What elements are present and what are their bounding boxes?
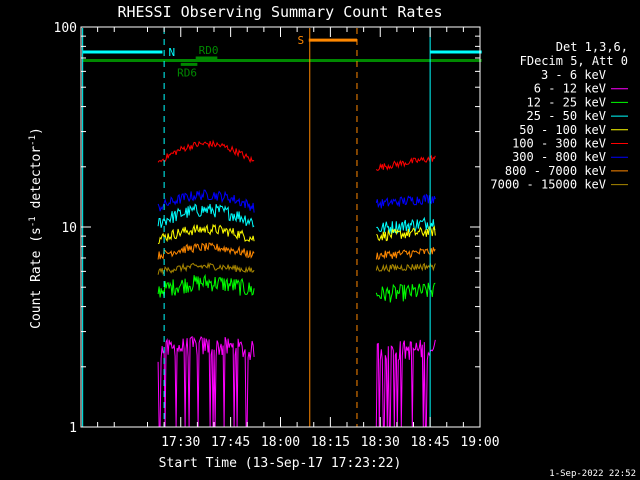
y-axis-label-sup2: -1 bbox=[28, 135, 38, 146]
x-tick-label: 18:15 bbox=[311, 435, 350, 450]
x-tick-label: 18:00 bbox=[261, 435, 300, 450]
series-line-100-300kev bbox=[157, 139, 436, 171]
legend-label: 800 - 7000 keV bbox=[505, 164, 606, 178]
legend-header-2: FDecim 5, Att 0 bbox=[520, 54, 628, 68]
x-tick-label: 18:45 bbox=[411, 435, 450, 450]
series-line-6-12kev bbox=[157, 335, 436, 428]
series-line-3-6kev bbox=[157, 299, 436, 322]
series-line-50-100kev bbox=[157, 223, 436, 245]
x-tick-label: 17:30 bbox=[161, 435, 200, 450]
legend-label: 3 - 6 keV bbox=[541, 68, 606, 82]
series-line-25-50kev bbox=[157, 203, 436, 234]
y-tick-label: 10 bbox=[61, 221, 77, 236]
series-line-800-7000kev bbox=[157, 242, 436, 260]
data-layer bbox=[157, 139, 436, 428]
y-axis-label-mid: detector bbox=[29, 146, 44, 217]
y-axis-label-end: ) bbox=[29, 127, 44, 135]
series-line-12-25kev bbox=[157, 273, 436, 303]
event-bar-label: N bbox=[168, 46, 175, 59]
x-axis-label: Start Time (13-Sep-17 17:23:22) bbox=[159, 456, 402, 471]
legend-label: 300 - 800 keV bbox=[512, 150, 606, 164]
legend-label: 12 - 25 keV bbox=[527, 95, 606, 109]
chart-title: RHESSI Observing Summary Count Rates bbox=[117, 3, 442, 21]
legend-label: 7000 - 15000 keV bbox=[490, 178, 606, 192]
legend-label: 6 - 12 keV bbox=[534, 82, 606, 96]
legend-label: 50 - 100 keV bbox=[519, 123, 606, 137]
x-tick-label: 19:00 bbox=[460, 435, 499, 450]
x-tick-label: 18:30 bbox=[361, 435, 400, 450]
y-tick-label: 1 bbox=[69, 421, 77, 436]
event-bar-label: RD0 bbox=[199, 44, 219, 57]
event-bar-label: S bbox=[297, 34, 304, 47]
timestamp: 1-Sep-2022 22:52 bbox=[549, 469, 636, 479]
axes-layer: 17:30 17:45 18:00 18:15 18:30 18:45 19:00 1 10 10… bbox=[54, 21, 500, 450]
series-line-7000-15000kev bbox=[157, 261, 436, 276]
legend-label: 100 - 300 keV bbox=[512, 137, 606, 151]
y-axis-label: Count Rate (s-1 detector-1) bbox=[28, 127, 44, 329]
y-tick-label: 100 bbox=[54, 21, 77, 36]
legend-header-1: Det 1,3,6, bbox=[556, 40, 628, 54]
series-line-300-800kev bbox=[157, 189, 436, 213]
y-axis-label-sup: -1 bbox=[28, 216, 38, 227]
event-bar-label: RD6 bbox=[177, 66, 197, 79]
y-axis-label-main: Count Rate (s bbox=[29, 227, 44, 329]
legend-label: 25 - 50 keV bbox=[527, 109, 606, 123]
x-tick-label: 17:45 bbox=[211, 435, 250, 450]
